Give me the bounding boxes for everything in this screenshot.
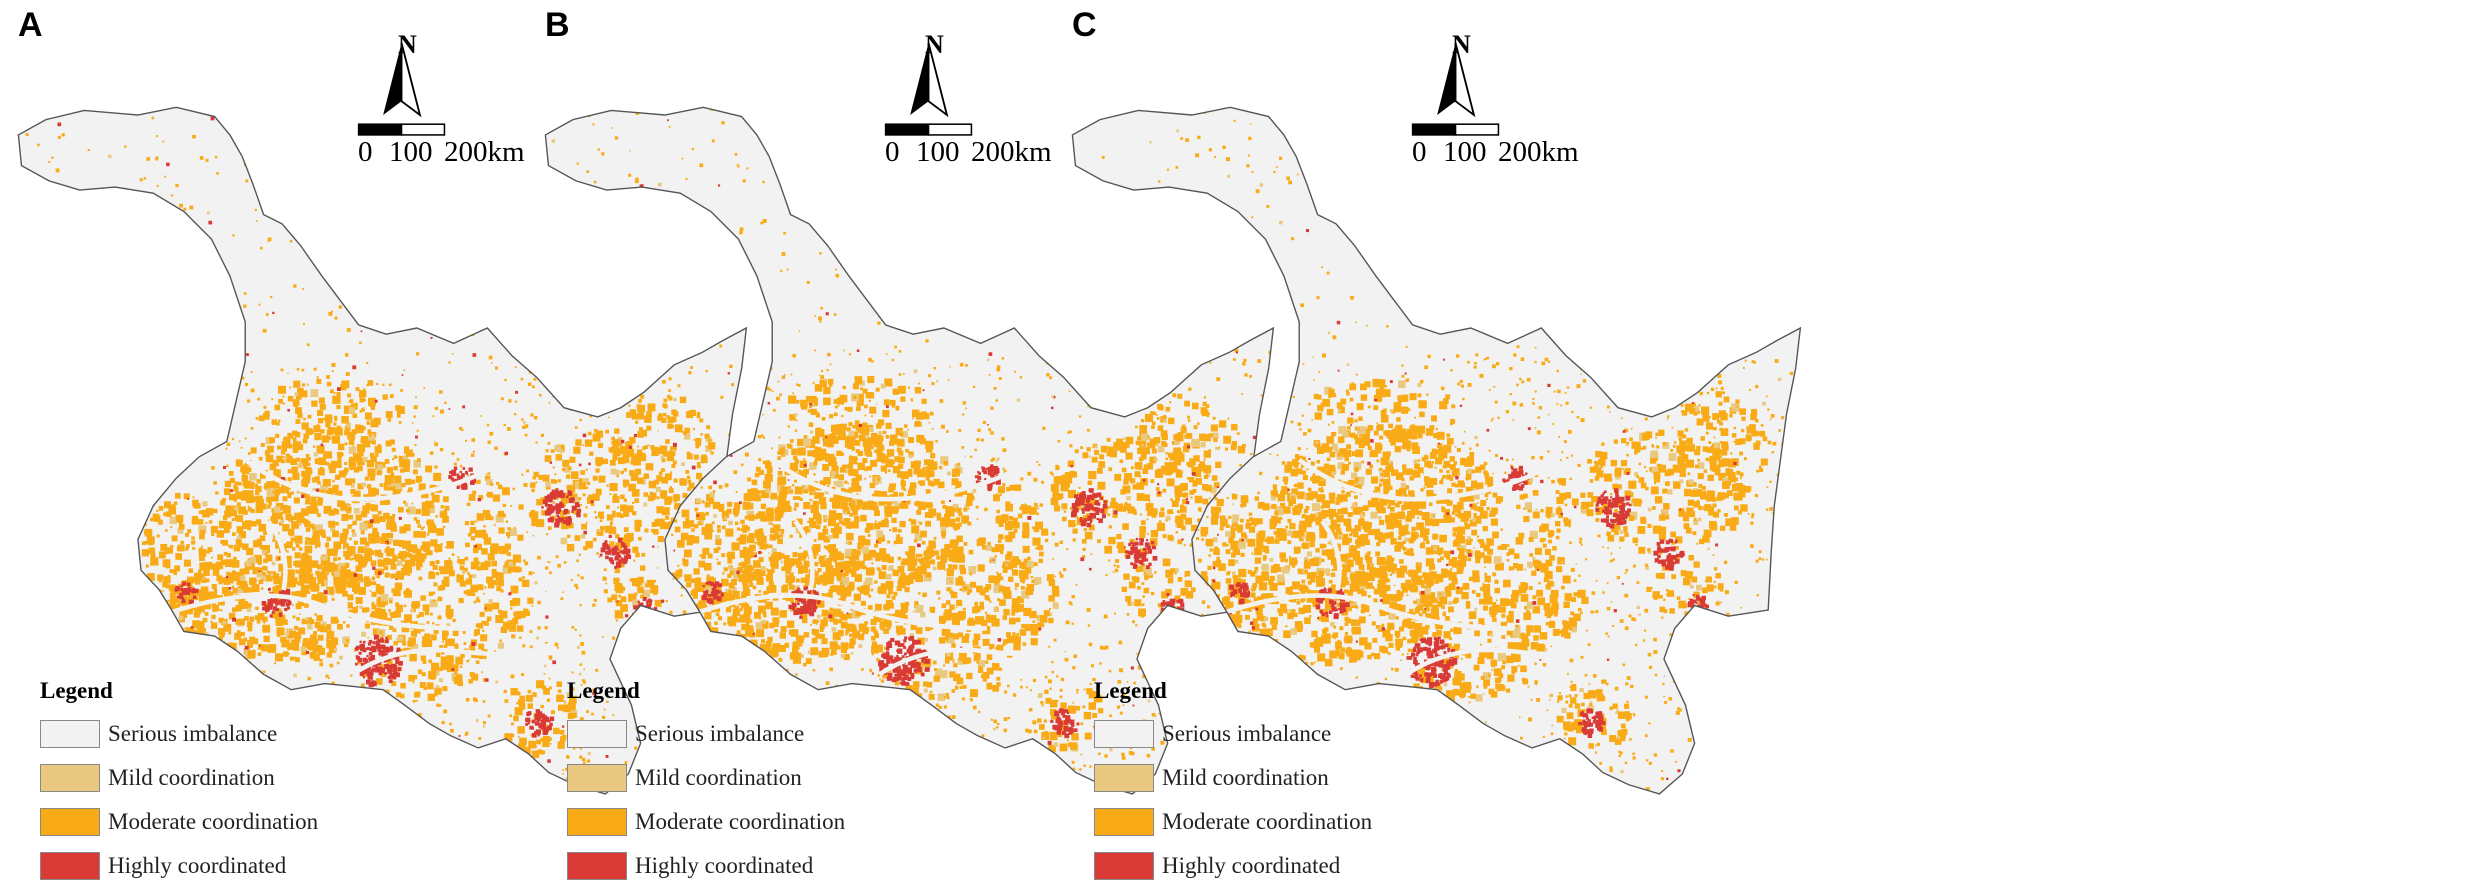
map-panel-b: B N 0 100 200km Legend Serious imbalance Mild c… [527, 0, 1350, 889]
legend-item: Serious imbalance [567, 712, 845, 756]
legend-swatch [40, 808, 100, 836]
legend-label: Mild coordination [635, 765, 802, 790]
north-label: N [398, 30, 417, 59]
map-panel-c: C N 0 100 200km Legend Serious imbalance Mild c… [1054, 0, 1877, 889]
legend: Legend Serious imbalance Mild coordination… [40, 678, 318, 888]
scale-label: 200km [444, 136, 525, 168]
coordination-pixels [1072, 107, 1801, 794]
legend-item: Moderate coordination [1094, 800, 1372, 844]
legend-label: Highly coordinated [1162, 853, 1341, 878]
panel-label: C [1072, 6, 1097, 44]
legend-label: Moderate coordination [1162, 809, 1373, 834]
legend-title: Legend [1094, 678, 1167, 703]
region-boundary [1071, 106, 1802, 795]
scale-label: 200km [1498, 136, 1579, 168]
north-arrow-icon [383, 42, 422, 118]
legend-swatch [40, 852, 100, 880]
legend-item: Highly coordinated [567, 844, 845, 888]
legend-swatch [1094, 808, 1154, 836]
north-label: N [925, 30, 944, 59]
legend-label: Serious imbalance [635, 721, 805, 746]
legend-swatch [40, 720, 100, 748]
panel-label: A [18, 6, 43, 44]
legend-item: Mild coordination [40, 756, 318, 800]
region-boundary [17, 106, 748, 795]
coordination-pixels [545, 107, 1274, 794]
legend-label: Highly coordinated [635, 853, 814, 878]
legend-swatch [567, 764, 627, 792]
north-label: N [1452, 30, 1471, 59]
scale-label: 100 [389, 136, 433, 168]
legend-label: Highly coordinated [108, 853, 287, 878]
legend-swatch [40, 764, 100, 792]
legend-label: Moderate coordination [635, 809, 846, 834]
legend-label: Moderate coordination [108, 809, 319, 834]
legend: Legend Serious imbalance Mild coordination… [1094, 678, 1372, 888]
north-arrow-icon [910, 42, 949, 118]
scale-bar [357, 123, 446, 136]
region-boundary [544, 106, 1275, 795]
scale-label: 0 [358, 136, 373, 168]
legend-item: Highly coordinated [1094, 844, 1372, 888]
scale-bar [1411, 123, 1500, 136]
legend-item: Moderate coordination [567, 800, 845, 844]
legend-swatch [1094, 720, 1154, 748]
legend-item: Mild coordination [567, 756, 845, 800]
scale-label: 0 [1412, 136, 1427, 168]
legend-swatch [567, 720, 627, 748]
study-area-map [1071, 42, 1802, 795]
legend-swatch [567, 808, 627, 836]
map-panel-a: A N 0 100 200km Legend Serious imbalance Mild c… [0, 0, 823, 889]
study-area-map [17, 42, 748, 795]
scale-label: 0 [885, 136, 900, 168]
legend-label: Mild coordination [1162, 765, 1329, 790]
legend-swatch [567, 852, 627, 880]
legend-label: Mild coordination [108, 765, 275, 790]
legend-item: Mild coordination [1094, 756, 1372, 800]
legend-title: Legend [567, 678, 640, 703]
scale-label: 100 [1443, 136, 1487, 168]
legend-label: Serious imbalance [108, 721, 278, 746]
legend-item: Serious imbalance [1094, 712, 1372, 756]
scale-label: 100 [916, 136, 960, 168]
legend: Legend Serious imbalance Mild coordination… [567, 678, 845, 888]
legend-label: Serious imbalance [1162, 721, 1332, 746]
study-area-map [544, 42, 1275, 795]
legend-title: Legend [40, 678, 113, 703]
panel-label: B [545, 6, 570, 44]
legend-item: Serious imbalance [40, 712, 318, 756]
legend-item: Highly coordinated [40, 844, 318, 888]
scale-bar [884, 123, 973, 136]
scale-label: 200km [971, 136, 1052, 168]
legend-item: Moderate coordination [40, 800, 318, 844]
legend-swatch [1094, 764, 1154, 792]
legend-swatch [1094, 852, 1154, 880]
coordination-pixels [18, 107, 747, 794]
